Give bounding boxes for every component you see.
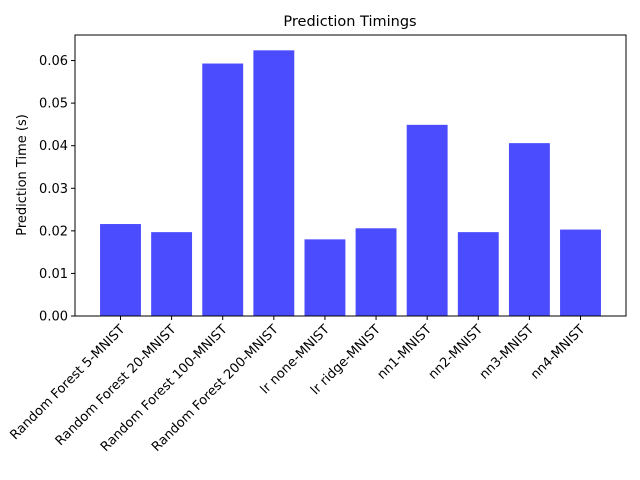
y-axis-label: Prediction Time (s) bbox=[15, 114, 30, 236]
bar-9 bbox=[560, 229, 601, 316]
y-ticks-layer: 0.00 0.01 0.02 0.03 0.04 0.05 0.06 bbox=[39, 54, 75, 325]
y-tick-label: 0.02 bbox=[39, 224, 68, 239]
y-tick-label: 0.01 bbox=[39, 267, 68, 282]
bar-6 bbox=[406, 124, 448, 316]
bar-5 bbox=[355, 228, 397, 316]
chart-title: Prediction Timings bbox=[283, 14, 416, 30]
y-tick-label: 0.04 bbox=[39, 139, 68, 154]
y-tick-label: 0.05 bbox=[39, 97, 68, 112]
axes-layer bbox=[74, 34, 627, 317]
bars-layer bbox=[100, 50, 601, 316]
bar-2 bbox=[202, 63, 244, 316]
bar-7 bbox=[457, 232, 499, 316]
bar-1 bbox=[151, 232, 193, 316]
plot-frame bbox=[74, 34, 627, 317]
bar-8 bbox=[508, 143, 550, 316]
bar-0 bbox=[100, 224, 141, 316]
y-tick-label: 0.00 bbox=[39, 310, 68, 325]
bar-4 bbox=[304, 239, 346, 316]
y-tick-label: 0.06 bbox=[39, 54, 68, 69]
y-tick-label: 0.03 bbox=[39, 182, 68, 197]
bar-3 bbox=[253, 50, 295, 316]
x-tick-label: nn4-MNIST bbox=[528, 322, 588, 382]
